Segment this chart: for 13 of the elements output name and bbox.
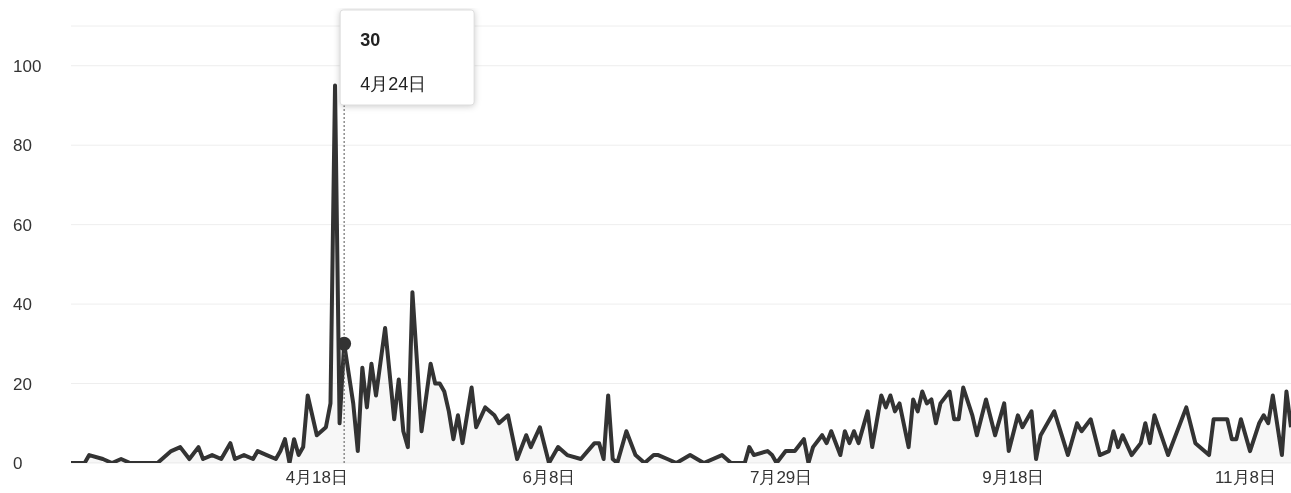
annotation: 4月24日	[360, 74, 427, 94]
x-tick-label: 7月29日	[749, 468, 813, 488]
y-tick-label: 60	[13, 215, 32, 235]
y-tick-label: 0	[13, 454, 23, 474]
x-tick-label: 11月8日	[1214, 468, 1277, 488]
annotation: 30	[360, 30, 381, 50]
x-tick-label: 9月18日	[982, 468, 1045, 488]
y-tick-label: 100	[13, 56, 42, 76]
y-tick-label: 40	[13, 295, 32, 315]
y-tick-label: 20	[13, 374, 32, 394]
y-tick-label: 80	[13, 136, 32, 156]
x-tick-label: 6月8日	[522, 468, 576, 488]
x-tick-label: 4月18日	[285, 468, 349, 488]
